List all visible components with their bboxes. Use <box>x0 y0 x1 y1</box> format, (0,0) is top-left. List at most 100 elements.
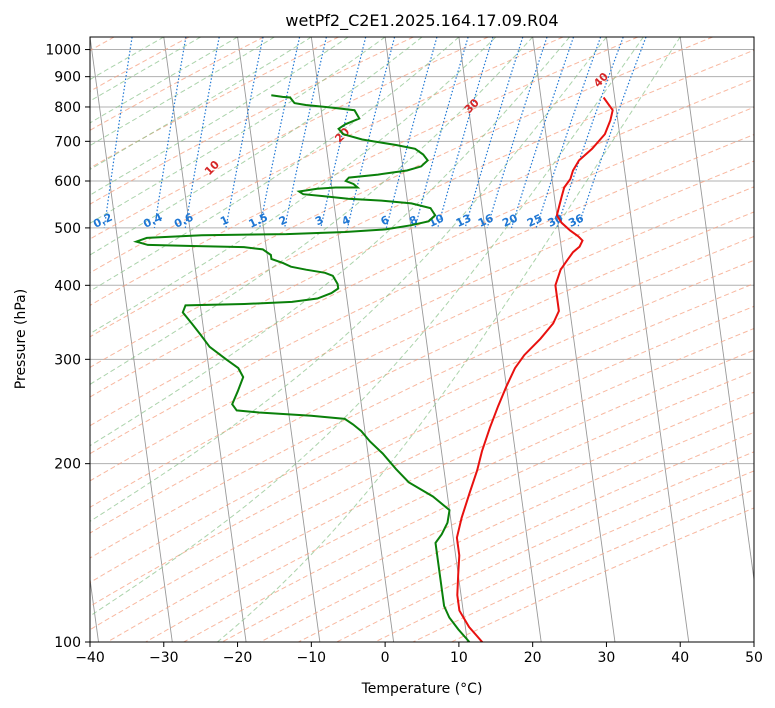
mixing-ratio-line <box>577 37 647 229</box>
moist-adiabat-line <box>90 37 349 196</box>
dry-adiabat-line <box>90 78 754 398</box>
mixing-ratio-line <box>259 37 301 229</box>
dry-adiabat-line <box>90 259 754 584</box>
mixing-ratio-line <box>225 37 264 229</box>
dry-adiabat-line <box>90 160 754 482</box>
dry-adiabat-line <box>90 186 754 508</box>
dry-adiabat-line <box>90 134 754 455</box>
dry-adiabat-line <box>144 349 754 642</box>
mixing-ratio-line <box>486 37 548 229</box>
moist-adiabat-line <box>90 37 423 256</box>
moist-adiabat-line <box>90 37 460 292</box>
moist-adiabat-line <box>90 37 534 385</box>
mixing-ratio-label: 20 <box>500 211 520 229</box>
mixing-ratio-label: 30 <box>546 211 566 229</box>
mixing-ratio-line <box>510 37 575 229</box>
mixing-ratio-label: 13 <box>454 212 473 230</box>
dry-adiabat-line <box>373 470 754 642</box>
y-tick-label: 100 <box>54 635 81 651</box>
isotherm-lines <box>90 37 754 642</box>
y-tick-label: 200 <box>54 457 81 473</box>
dry-adiabat-line <box>90 37 713 338</box>
mixing-ratio-line <box>414 37 469 229</box>
isotherm-line <box>458 37 542 642</box>
dry-adiabat-line <box>90 305 754 631</box>
mixing-ratio-line <box>153 37 187 228</box>
sounding-profiles <box>133 94 614 642</box>
moist-adiabat-line <box>90 37 607 522</box>
isotherm-line <box>753 37 754 41</box>
mixing-ratio-line <box>535 37 602 229</box>
x-tick-label: 30 <box>598 650 616 666</box>
mixing-ratio-line <box>346 37 396 229</box>
dry-adiabat-line <box>90 37 638 306</box>
axes: −40 −30 −20 −10 0 10 20 30 40 5010020030040050060… <box>45 43 763 666</box>
dry-adiabat-line <box>90 37 489 240</box>
x-tick-label: 20 <box>524 650 542 666</box>
isotherm-line <box>90 37 173 642</box>
dry-adiabat-line <box>90 37 339 169</box>
mixing-ratio-line <box>57 37 81 228</box>
isotherm-line <box>384 37 468 642</box>
mixing-ratio-line <box>464 37 524 229</box>
dry-adiabat-lines <box>90 37 754 642</box>
chart-title: wetPf2_C2E1.2025.164.17.09.R04 <box>285 11 558 31</box>
mixing-ratio-line <box>385 37 438 229</box>
mixing-ratio-line <box>284 37 327 229</box>
moist-adiabat-line <box>90 37 570 447</box>
mixing-ratio-line <box>103 37 133 228</box>
isobar-grid <box>90 49 754 642</box>
dry-adiabat-line <box>90 106 754 427</box>
y-tick-label: 400 <box>54 278 81 294</box>
dry-adiabat-line <box>90 211 754 534</box>
moist-adiabat-line <box>90 37 238 124</box>
temperature-profile-line <box>455 96 614 642</box>
dry-adiabat-line <box>90 235 754 559</box>
moist-adiabat-line <box>90 37 644 617</box>
dry-adiabat-line <box>106 327 754 642</box>
y-tick-label: 800 <box>54 100 81 116</box>
dry-adiabat-label: −10 <box>13 187 40 214</box>
dry-adiabat-label: 0 <box>73 198 88 213</box>
x-tick-label: 50 <box>745 650 763 666</box>
moist-adiabat-line <box>90 37 165 81</box>
y-tick-label: 900 <box>54 70 81 86</box>
moist-adiabat-line <box>90 37 275 147</box>
dry-adiabat-line <box>90 37 564 274</box>
x-tick-label: −40 <box>75 650 105 666</box>
moist-adiabat-line <box>217 37 681 642</box>
y-tick-label: 500 <box>54 221 81 237</box>
y-tick-label: 600 <box>54 174 81 190</box>
mixing-ratio-label: 6 <box>379 213 392 228</box>
plot-frame <box>89 36 755 643</box>
dry-adiabat-line <box>411 489 754 642</box>
mixing-ratio-label: 1 <box>218 213 230 228</box>
mixing-ratio-label: 16 <box>476 211 496 229</box>
moist-adiabat-line <box>90 37 312 170</box>
dry-adiabat-line <box>90 37 265 131</box>
x-axis-label: Temperature (°C) <box>361 681 483 697</box>
y-tick-label: 700 <box>54 134 81 150</box>
moist-adiabat-line <box>90 37 386 224</box>
x-tick-label: 40 <box>671 650 689 666</box>
mixing-ratio-label: 25 <box>525 212 544 230</box>
y-axis-label: Pressure (hPa) <box>13 289 29 389</box>
mixing-ratio-label: 4 <box>340 213 353 228</box>
mixing-ratio-line <box>184 37 220 228</box>
mixing-ratio-line <box>556 37 624 229</box>
mixing-ratio-label: 10 <box>427 211 447 229</box>
x-tick-label: −10 <box>297 650 327 666</box>
dry-adiabat-line <box>450 507 754 642</box>
dry-adiabat-line <box>335 451 754 642</box>
x-tick-label: 0 <box>381 650 390 666</box>
dry-adiabat-line <box>90 49 754 368</box>
isotherm-line <box>237 37 321 642</box>
isotherm-line <box>679 37 754 583</box>
moist-adiabat-lines <box>90 37 681 642</box>
x-tick-label: 10 <box>450 650 468 666</box>
plot-area: 0.20.40.611.52346810131620253036−100−90−… <box>13 37 754 642</box>
dry-adiabat-line <box>297 431 754 642</box>
y-tick-label: 1000 <box>45 43 81 59</box>
isotherm-line <box>532 37 616 642</box>
